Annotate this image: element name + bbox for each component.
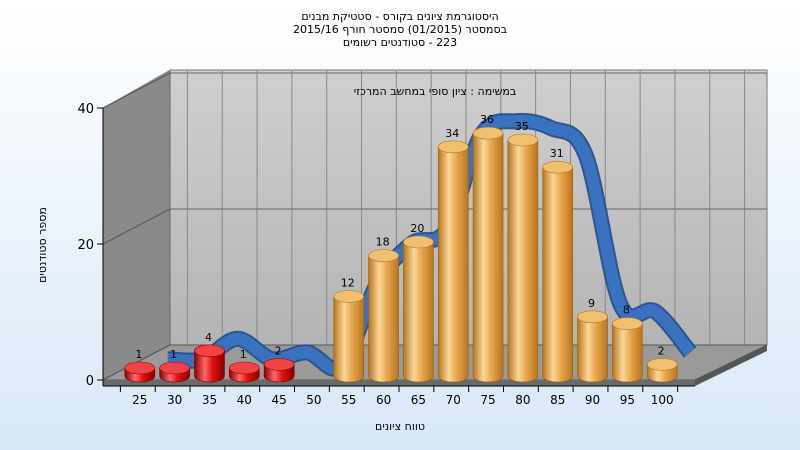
floor-front-edge [103,380,695,386]
data-label: 12 [341,276,355,289]
bar-cap [437,140,469,154]
x-tick-label: 85 [550,393,565,407]
data-label: 36 [480,113,494,126]
bar-cap [333,290,365,303]
bar-cap [124,361,156,375]
data-label: 18 [376,236,390,249]
bar-cap [542,160,574,174]
chart-title-line-1: היסטוגרמת ציונים בקורס - סטטיקת מבנים [301,10,499,23]
data-label: 1 [170,348,177,361]
bar [333,290,365,383]
data-label: 1 [135,348,142,361]
y-tick-label: 40 [77,102,94,117]
data-label: 1 [240,348,247,361]
bar [403,235,434,383]
bar-cap [507,133,539,147]
chart-title-line-3: 223 - סטודנטים רשומים [342,36,458,49]
grid-line-side [102,208,171,245]
x-tick-label: 25 [132,393,147,407]
x-tick-label: 90 [585,393,600,407]
bar [194,344,225,383]
data-label: 31 [550,147,564,160]
bar-cap [159,361,190,375]
bar-body [577,316,608,383]
y-axis-title: מספר סטודנטים [36,207,49,283]
bar [612,317,643,383]
bar-cap [368,249,399,262]
bar-cap [228,361,260,375]
bar [124,361,156,383]
bar [472,126,504,383]
x-tick-label: 95 [620,393,635,407]
bar-cap [577,310,608,324]
bar-body [368,255,399,383]
grid-line-side [102,72,171,109]
x-tick-label: 75 [480,393,495,407]
bar-body [333,296,365,383]
side-wall-top [103,67,174,108]
bar [577,310,608,383]
x-tick-label: 70 [446,393,461,407]
data-label: 2 [658,344,665,357]
bar-body [194,350,225,383]
x-tick-label: 30 [167,393,182,407]
bar-cap [612,317,643,330]
bar-body [437,146,469,383]
data-label: 9 [588,297,595,310]
bar [542,160,574,383]
chart-title-line-2: בסמסטר (01/2015) סמסטר חורף 2015/16 [293,23,507,36]
data-label: 35 [515,120,529,133]
y-tick-label: 0 [86,374,94,389]
bar [159,361,190,383]
data-label: 20 [410,222,424,235]
x-axis-title: טווח ציונים [375,420,425,433]
y-tick-label: 20 [77,238,94,253]
bar [263,358,295,383]
bar-cap [472,126,504,140]
bar [646,358,678,383]
chart-title: היסטוגרמת ציונים בקורס - סטטיקת מבנים בס… [200,10,600,49]
bar [437,140,469,383]
x-tick-label: 55 [341,393,356,407]
x-tick-label: 60 [376,393,391,407]
bar-body [542,166,574,383]
x-tick-label: 80 [515,393,530,407]
x-tick-label: 40 [237,393,252,407]
bar [228,361,260,383]
x-tick-label: 65 [411,393,426,407]
bar-body [403,241,434,383]
data-label: 2 [275,344,282,357]
x-tick-label: 50 [306,393,321,407]
bar-cap [403,235,434,249]
bar [507,133,539,383]
bar-body [472,132,504,383]
x-tick-label: 45 [271,393,286,407]
data-label: 4 [205,331,212,344]
bar-body [612,323,643,383]
bar-body [507,139,539,383]
x-tick-label: 100 [651,393,674,407]
chart-annotation: במשימה : ציון סופי במחשב המרכזי [354,85,517,98]
bar-cap [194,344,225,358]
bar [368,249,399,383]
data-label: 34 [445,127,459,140]
data-label: 8 [623,304,630,317]
bar-cap [646,358,678,371]
bar-cap [263,358,295,371]
floor-side-edge [695,345,767,386]
x-tick-label: 35 [202,393,217,407]
side-wall [102,69,171,381]
